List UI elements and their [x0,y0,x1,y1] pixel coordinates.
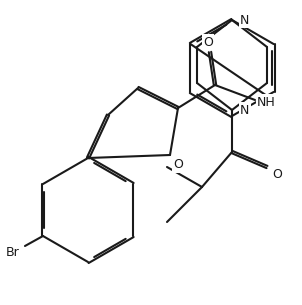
Text: NH: NH [257,95,276,109]
Text: Br: Br [6,246,20,259]
Text: N: N [240,13,249,27]
Text: O: O [272,168,282,181]
Text: O: O [203,35,213,48]
Text: N: N [240,103,249,117]
Text: O: O [173,159,183,171]
